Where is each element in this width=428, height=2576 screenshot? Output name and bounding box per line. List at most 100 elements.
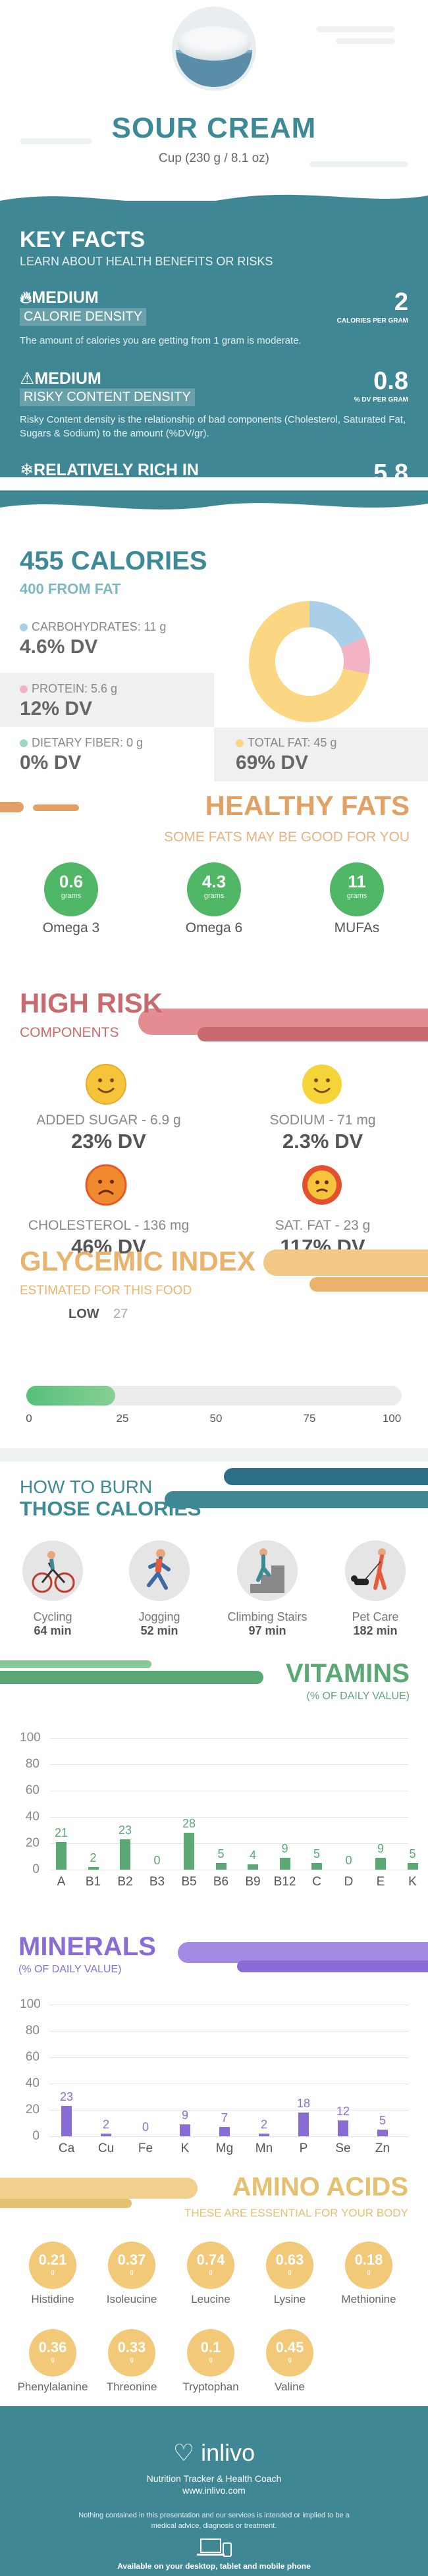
category-label: K (408, 1875, 417, 1889)
category-label: Mg (215, 2142, 234, 2155)
brand-logo: ♡ inlivo (173, 2439, 255, 2466)
category-label: K (180, 2142, 190, 2155)
bar-value-label: 23 (118, 1824, 132, 1837)
bar-value-label: 2 (102, 2118, 109, 2131)
wave-divider (0, 490, 428, 510)
bar-value-label: 0 (345, 1854, 352, 1867)
grid-line (49, 2110, 408, 2111)
minerals-subtitle: (% OF DAILY VALUE) (18, 1964, 122, 1975)
stairs-icon (237, 1540, 298, 1601)
bar-b12 (279, 1858, 290, 1870)
risky-content-value: 0.8 (373, 367, 408, 395)
bar-b1 (88, 1867, 99, 1870)
category-label: E (376, 1875, 385, 1889)
nutrient-fat: TOTAL FAT: 45 g 69% DV (236, 736, 337, 774)
bar-ca (61, 2106, 72, 2136)
bar-value-label: 23 (59, 2090, 74, 2103)
activity-jogging: Jogging 52 min (113, 1540, 205, 1638)
leaf-icon: ❄ (20, 461, 34, 479)
bar-value-label: 18 (296, 2097, 311, 2110)
decor-bar (0, 1660, 151, 1668)
burn-title-bottom: THOSE CALORIES (20, 1497, 201, 1520)
category-label: Ca (58, 2142, 75, 2155)
happy-face-icon (302, 1065, 342, 1104)
bar-value-label: 0 (153, 1854, 161, 1867)
brand-url[interactable]: www.inlivo.com (182, 2485, 246, 2496)
glycemic-fill (26, 1386, 116, 1406)
calories-subtitle: 400 FROM FAT (20, 581, 121, 597)
category-label: B2 (117, 1875, 133, 1889)
axis-tick-label: 60 (25, 2050, 40, 2064)
decor-bar (0, 802, 24, 812)
high-risk-title: HIGH RISK (20, 987, 163, 1018)
fat-omega6: 4.3 grams Omega 6 (181, 862, 247, 936)
axis-tick-label: 80 (25, 1757, 40, 1771)
donut-slice-protein (249, 601, 370, 722)
warning-icon: ⚠ (20, 369, 35, 388)
decor-bar (309, 161, 408, 167)
amino-title: AMINO ACIDS (232, 2172, 408, 2201)
devices-icon (197, 2538, 232, 2557)
decor-bar (178, 1942, 428, 1963)
dog-walking-icon (345, 1540, 406, 1601)
category-label: Mn (255, 2142, 273, 2155)
calorie-density-level: 🔥︎MEDIUM (20, 288, 99, 307)
bar-value-label: 4 (249, 1849, 256, 1862)
risk-sodium: SODIUM - 71 mg 2.3% DV (269, 1113, 376, 1153)
bar-value-label: 9 (181, 2109, 188, 2122)
bar-p (298, 2113, 309, 2136)
donut-slice-carbs (249, 601, 370, 722)
axis-tick-label: 40 (25, 1810, 40, 1824)
category-label: Cu (97, 2142, 115, 2155)
category-label: D (344, 1875, 354, 1889)
bar-value-label: 21 (54, 1826, 68, 1839)
bar-k (180, 2124, 190, 2136)
bar-c (311, 1863, 322, 1870)
healthy-fats-title: HEALTHY FATS (205, 790, 410, 821)
axis-tick-label: 0 (32, 2129, 40, 2143)
calorie-density-tag: CALORIE DENSITY (20, 308, 147, 326)
grid-line (49, 1843, 408, 1844)
sad-face-icon (85, 1164, 127, 1206)
decor-bar (0, 1448, 428, 1461)
decor-bar (263, 1249, 428, 1276)
vitamins-subtitle: (% OF DAILY VALUE) (306, 1691, 410, 1702)
category-label: A (57, 1875, 66, 1889)
axis-tick-label: 20 (25, 1836, 40, 1850)
bar-value-label: 5 (217, 1847, 225, 1860)
decor-bar (336, 38, 395, 44)
bar-value-label: 28 (182, 1817, 196, 1830)
bar-e (375, 1858, 386, 1870)
activity-pet-care: Pet Care 182 min (329, 1540, 421, 1638)
risky-content-level: ⚠MEDIUM (20, 369, 101, 388)
activity-stairs: Climbing Stairs 97 min (221, 1540, 313, 1638)
vitamins-title: VITAMINS (285, 1659, 410, 1688)
bar-value-label: 9 (377, 1842, 384, 1855)
fat-mufas: 11 grams MUFAs (324, 862, 390, 936)
header: SOUR CREAM Cup (230 g / 8.1 oz) (0, 0, 428, 184)
grid-line (49, 2031, 408, 2032)
risky-content-tag: RISKY CONTENT DENSITY (20, 388, 195, 406)
axis-tick-label: 80 (25, 2024, 40, 2037)
fat-omega3: 0.6 grams Omega 3 (38, 862, 104, 936)
brand-tagline: Nutrition Tracker & Health Coach (146, 2473, 282, 2484)
vitamins-chart: 100 80 60 40 20 0 21 A 2 B1 23 B2 0 B3 28 B5 5 B6 4 B9 9 B12 5… (0, 1712, 428, 1909)
amino-isoleucine: 0.37 g Isoleucine (92, 2242, 171, 2306)
burn-title-top: HOW TO BURN (20, 1477, 153, 1497)
glycemic-subtitle: ESTIMATED FOR THIS FOOD (20, 1284, 192, 1298)
sour-cream-image (172, 7, 256, 91)
grid-line (49, 1764, 408, 1765)
bar-value-label: 2 (90, 1851, 97, 1864)
jogging-icon (129, 1540, 190, 1601)
grid-line (49, 1817, 408, 1818)
category-label: Se (335, 2142, 351, 2155)
bar-value-label: 5 (313, 1847, 320, 1860)
bar-cu (101, 2134, 111, 2136)
axis-tick-label: 20 (25, 2103, 40, 2116)
cycling-icon (22, 1540, 83, 1601)
glycemic-tick: 75 (303, 1412, 316, 1425)
heart-icon: ♡ (173, 2439, 195, 2466)
decor-bar (237, 1960, 428, 1972)
amino-leucine: 0.74 g Leucine (171, 2242, 250, 2306)
bar-b9 (248, 1864, 258, 1870)
